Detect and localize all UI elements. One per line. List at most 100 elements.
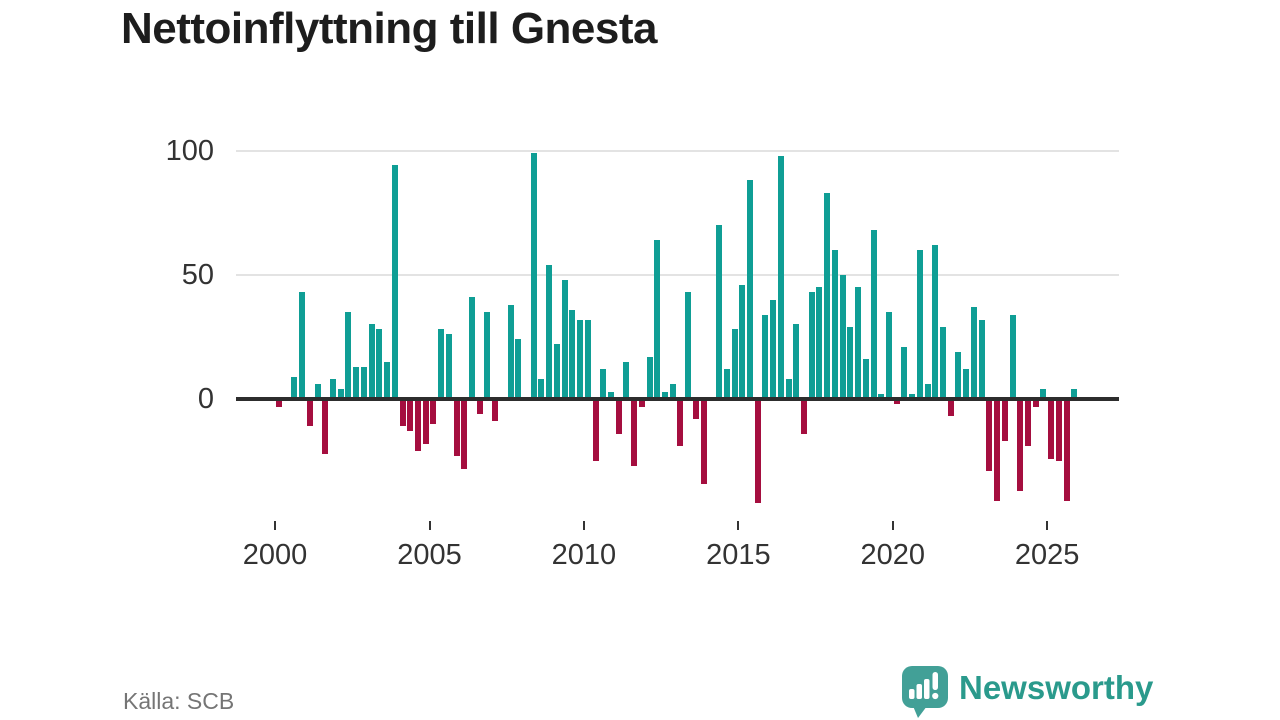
newsworthy-logo-icon [902, 666, 948, 718]
bar-2012-q1 [646, 356, 653, 399]
bar-2003-q2 [376, 329, 383, 399]
bar-2013-q3 [692, 399, 699, 419]
bar-2017-q4 [824, 192, 831, 399]
y-axis-label-100: 100 [165, 134, 214, 167]
bar-2003-q3 [384, 361, 390, 399]
bar-2015-q2 [746, 180, 753, 399]
bar-2019-q3 [878, 394, 885, 399]
bar-2021-q2 [932, 244, 939, 399]
bar-2021-q4 [947, 399, 954, 417]
bar-2025-q1 [1048, 399, 1055, 459]
bar-2006-q3 [476, 399, 483, 414]
bar-2014-q3 [723, 369, 730, 399]
bar-2019-q1 [862, 359, 869, 399]
bar-2001-q4 [330, 379, 336, 399]
bar-2003-q1 [368, 324, 375, 399]
bar-2024-q2 [1024, 399, 1031, 447]
bar-2011-q2 [623, 361, 630, 399]
bar-2005-q3 [445, 334, 452, 399]
bar-2006-q2 [468, 297, 475, 399]
bar-2014-q2 [716, 225, 723, 399]
bar-2008-q3 [538, 379, 545, 399]
bar-2021-q3 [940, 326, 946, 399]
x-axis-label-2025: 2025 [1014, 539, 1080, 571]
gridline-50 [236, 273, 1119, 276]
bar-2009-q3 [569, 309, 576, 399]
bar-2023-q4 [1009, 314, 1016, 399]
bar-2007-q1 [492, 399, 499, 422]
bar-2015-q3 [754, 399, 761, 504]
x-axis-label-2010: 2010 [551, 539, 617, 571]
bar-2005-q4 [453, 399, 460, 457]
bar-2009-q2 [561, 279, 568, 399]
bar-2005-q1 [430, 399, 437, 424]
bar-2023-q2 [994, 399, 1000, 501]
bar-2017-q1 [801, 399, 807, 434]
bar-2019-q2 [870, 230, 877, 399]
logo-exclamation-dot [932, 692, 939, 700]
bar-2022-q2 [963, 369, 970, 399]
y-axis-label-0: 0 [197, 383, 214, 415]
bar-2024-q4 [1040, 389, 1047, 399]
bar-2002-q3 [353, 366, 360, 399]
bar-2017-q3 [816, 287, 823, 399]
bar-2012-q3 [662, 391, 668, 399]
bar-2016-q3 [785, 379, 792, 399]
logo-exclamation-stem [932, 672, 938, 690]
bar-2022-q4 [978, 319, 985, 399]
bar-2018-q1 [831, 249, 838, 399]
bar-2009-q4 [577, 319, 584, 399]
bar-2024-q3 [1032, 399, 1039, 407]
bar-2010-q4 [607, 391, 614, 399]
bar-2018-q3 [847, 326, 854, 399]
bar-2016-q1 [770, 299, 777, 399]
bar-2000-q1 [275, 399, 282, 407]
logo-bar-1 [909, 689, 915, 699]
x-axis-tick-2025 [1046, 521, 1049, 530]
bar-2005-q2 [438, 329, 445, 399]
chart-title: Nettoinflyttning till Gnesta [121, 4, 657, 53]
bar-2022-q1 [955, 351, 962, 399]
bar-2002-q2 [345, 312, 352, 399]
bar-2011-q1 [615, 399, 622, 434]
logo-bar-2 [916, 684, 922, 699]
bar-2011-q4 [638, 399, 645, 407]
bar-2018-q4 [855, 287, 861, 399]
bar-2013-q1 [677, 399, 684, 447]
bar-2020-q4 [916, 249, 923, 399]
bar-2008-q2 [530, 153, 537, 399]
x-axis-tick-2020 [891, 521, 894, 530]
bar-2013-q2 [685, 292, 692, 399]
bar-2004-q2 [407, 399, 414, 432]
bar-2024-q1 [1017, 399, 1024, 491]
bar-2020-q3 [909, 394, 916, 399]
bar-2004-q4 [422, 399, 429, 444]
bar-2000-q3 [291, 376, 298, 399]
bar-2023-q3 [1001, 399, 1008, 442]
x-axis-tick-2010 [582, 521, 585, 530]
bar-2019-q4 [885, 312, 892, 399]
bar-2021-q1 [924, 384, 931, 399]
x-axis-tick-2005 [428, 521, 431, 530]
bar-2008-q4 [546, 264, 553, 399]
x-axis-label-2020: 2020 [860, 539, 926, 571]
bar-2012-q4 [669, 384, 676, 399]
zero-axis-line [236, 397, 1119, 401]
bar-2015-q1 [739, 284, 746, 399]
bar-2016-q4 [793, 324, 800, 399]
bar-2020-q2 [901, 346, 908, 399]
bar-2000-q4 [299, 292, 306, 399]
bar-2025-q3 [1063, 399, 1070, 501]
bar-2025-q2 [1055, 399, 1062, 462]
bar-2017-q2 [808, 292, 815, 399]
bar-2006-q4 [484, 312, 491, 399]
bar-2001-q2 [314, 384, 321, 399]
bar-2020-q1 [893, 399, 900, 404]
bar-2002-q4 [360, 366, 367, 399]
bar-2023-q1 [986, 399, 993, 472]
x-axis-label-2015: 2015 [706, 539, 771, 571]
x-axis-tick-2000 [274, 521, 276, 530]
logo-bubble-tail [913, 706, 927, 718]
bar-2001-q1 [306, 399, 313, 427]
